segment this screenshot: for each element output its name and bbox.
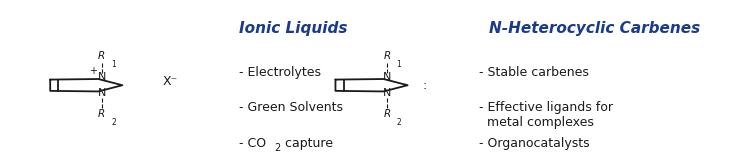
Text: 2: 2 [111,118,116,127]
Text: - CO: - CO [238,137,266,150]
Text: - Electrolytes: - Electrolytes [238,66,321,79]
Text: N: N [383,72,392,82]
Text: R: R [98,109,105,119]
Text: - Organocatalysts: - Organocatalysts [479,137,590,150]
Text: R: R [383,51,391,62]
Text: :: : [422,79,427,92]
Text: X⁻: X⁻ [162,75,177,89]
Text: 2: 2 [275,143,280,153]
Text: 1: 1 [111,60,116,69]
Text: - Green Solvents: - Green Solvents [238,101,342,114]
Text: - Stable carbenes: - Stable carbenes [479,66,589,79]
Text: 1: 1 [396,60,401,69]
Text: R: R [98,51,105,62]
Text: N-Heterocyclic Carbenes: N-Heterocyclic Carbenes [489,21,701,36]
Text: +: + [89,66,97,76]
Text: R: R [383,109,391,119]
Text: - Effective ligands for
  metal complexes: - Effective ligands for metal complexes [479,101,613,129]
Text: capture: capture [281,137,333,150]
Text: 2: 2 [396,118,401,127]
Text: N: N [98,72,106,82]
Text: N: N [383,88,392,98]
Text: N: N [98,88,106,98]
Text: Ionic Liquids: Ionic Liquids [238,21,347,36]
